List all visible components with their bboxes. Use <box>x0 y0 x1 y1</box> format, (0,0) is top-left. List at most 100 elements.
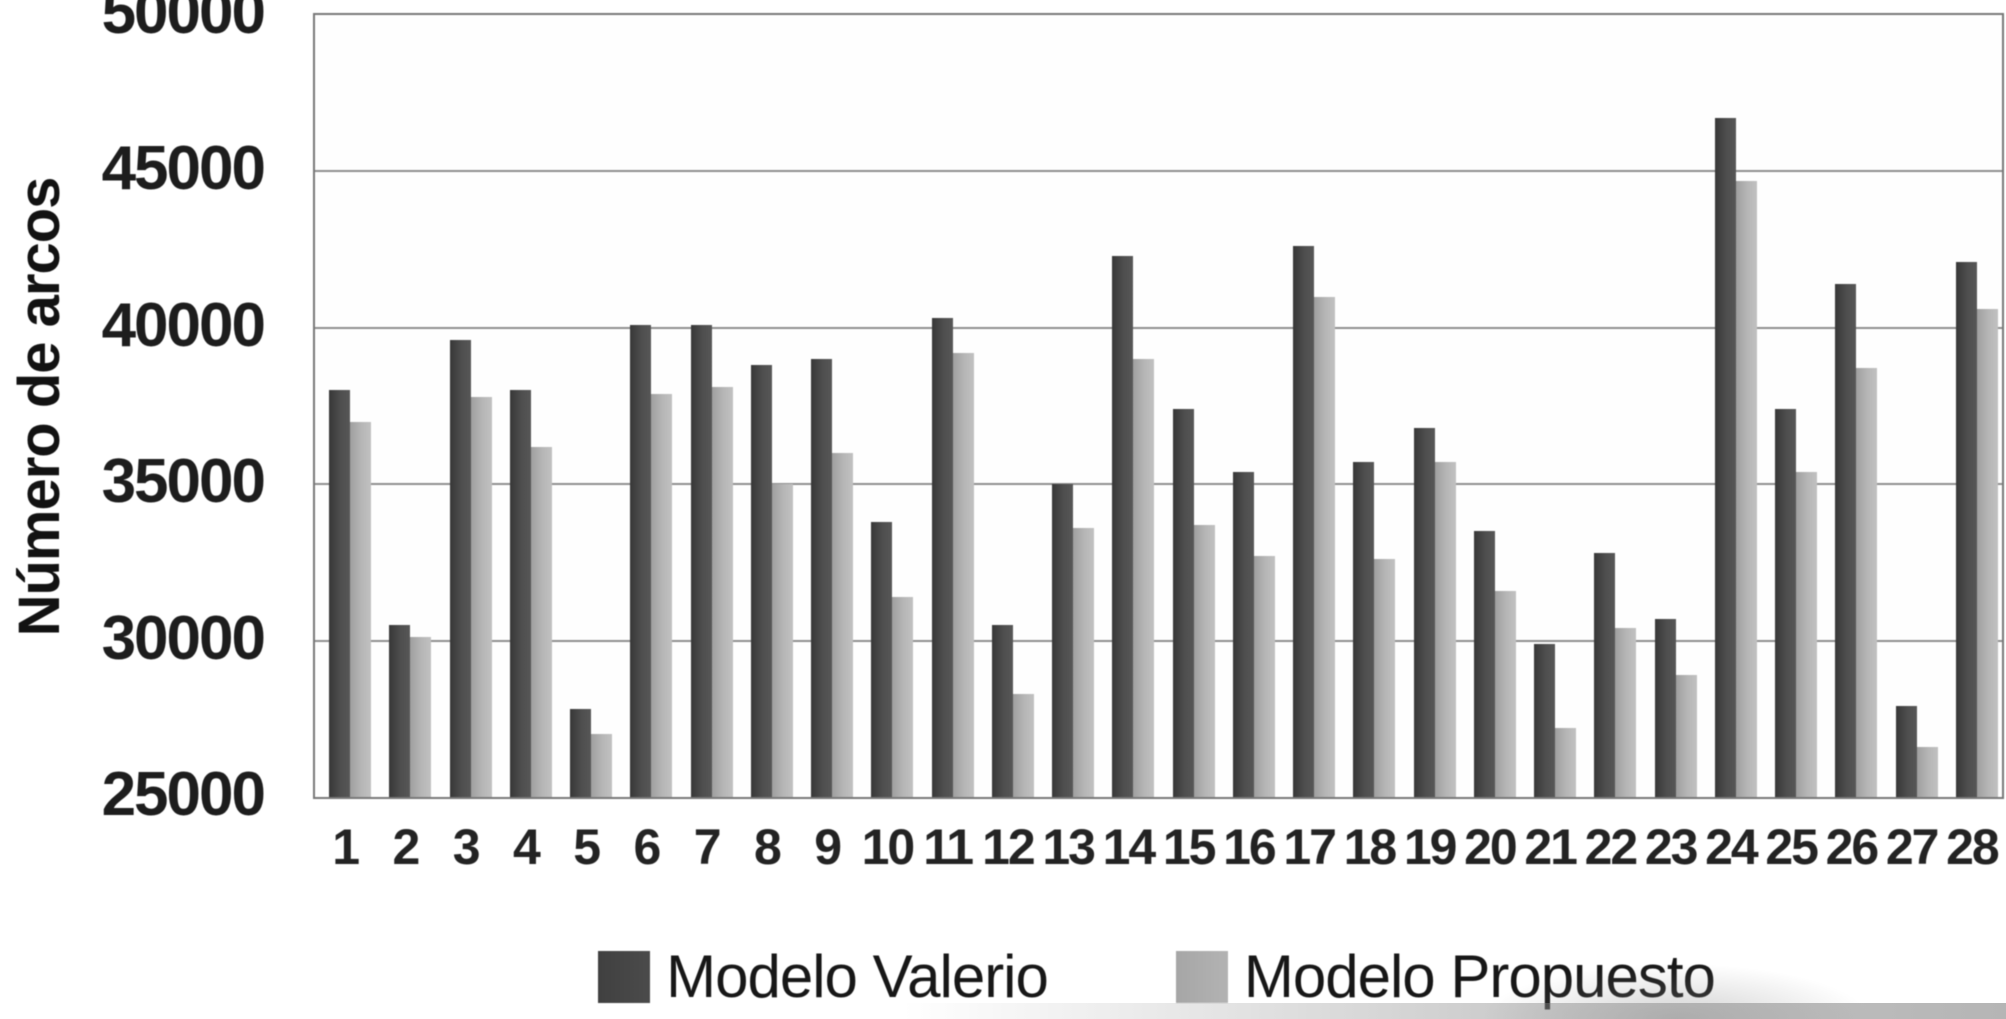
x-tick-label: 12 <box>982 819 1036 875</box>
x-tick-label: 13 <box>1042 819 1096 875</box>
x-tick-label: 1 <box>332 819 360 875</box>
y-tick-label: 45000 <box>101 134 266 204</box>
gridline <box>315 170 2002 173</box>
bar-propuesto <box>1796 471 1817 797</box>
x-tick-label: 17 <box>1283 819 1337 875</box>
bar-valerio <box>1052 484 1073 797</box>
y-axis-title: Número de arcos <box>7 177 72 637</box>
bar-valerio <box>690 324 712 797</box>
bar-propuesto <box>1073 528 1094 797</box>
legend-item-valerio: Modelo Valerio <box>598 943 1049 1010</box>
x-tick-label: 9 <box>814 819 842 875</box>
x-tick-label: 18 <box>1343 819 1398 875</box>
x-tick-label: 27 <box>1885 819 1940 875</box>
y-tick-label: 25000 <box>101 760 266 829</box>
bar-valerio <box>1232 471 1254 797</box>
x-tick-label: 6 <box>633 819 661 875</box>
bar-propuesto <box>1615 628 1637 797</box>
bar-valerio <box>1895 706 1917 797</box>
x-tick-label: 26 <box>1825 819 1880 875</box>
bar-valerio <box>871 521 893 797</box>
x-tick-label: 14 <box>1102 819 1157 875</box>
bar-propuesto <box>1976 309 1998 797</box>
bar-propuesto <box>1133 359 1155 797</box>
legend-label-valerio: Modelo Valerio <box>666 943 1049 1010</box>
bar-valerio <box>931 318 953 797</box>
bar-propuesto <box>771 484 793 797</box>
bar-propuesto <box>1555 728 1576 797</box>
bar-valerio <box>1955 262 1977 797</box>
x-tick-label: 8 <box>753 819 782 875</box>
bar-propuesto <box>952 352 974 797</box>
legend-swatch-valerio <box>598 951 651 1003</box>
bar-valerio <box>1112 255 1134 797</box>
y-tick-label: 50000 <box>101 0 266 47</box>
bar-valerio <box>1594 553 1616 797</box>
x-tick-label: 16 <box>1223 819 1277 875</box>
legend-label-propuesto: Modelo Propuesto <box>1243 943 1716 1010</box>
bar-valerio <box>1654 618 1676 797</box>
x-tick-label: 24 <box>1705 819 1759 875</box>
bar-propuesto <box>350 421 371 797</box>
x-tick-label: 7 <box>693 819 722 875</box>
x-tick-label: 19 <box>1403 819 1458 875</box>
bar-propuesto <box>1675 675 1697 797</box>
x-tick-label: 10 <box>861 819 916 875</box>
bar-propuesto <box>1494 590 1516 797</box>
bar-valerio <box>630 324 652 797</box>
x-tick-label: 20 <box>1464 819 1518 875</box>
plot-area <box>313 13 2004 799</box>
bar-valerio <box>389 624 411 797</box>
bar-valerio <box>1293 246 1314 797</box>
x-tick-label: 28 <box>1946 819 2000 875</box>
bar-valerio <box>509 390 531 797</box>
bar-propuesto <box>1434 462 1456 797</box>
x-tick-label: 15 <box>1162 819 1217 875</box>
y-tick-label: 35000 <box>101 447 266 517</box>
gridline <box>315 483 2002 486</box>
y-tick-label: 40000 <box>101 290 266 360</box>
bar-propuesto <box>1856 368 1878 797</box>
x-tick-label: 23 <box>1644 819 1699 875</box>
x-tick-label: 5 <box>573 819 601 875</box>
bar-valerio <box>1534 643 1555 797</box>
x-tick-label: 2 <box>392 819 420 875</box>
x-tick-label: 3 <box>452 819 481 875</box>
bar-propuesto <box>1314 296 1335 797</box>
bar-propuesto <box>1193 524 1215 797</box>
bar-propuesto <box>1374 559 1396 797</box>
bar-propuesto <box>470 396 492 797</box>
x-tick-label: 4 <box>512 819 541 875</box>
bar-valerio <box>991 624 1013 797</box>
legend-swatch-propuesto <box>1175 951 1228 1003</box>
bar-valerio <box>449 340 471 797</box>
bar-valerio <box>329 390 350 797</box>
bar-valerio <box>1353 462 1375 797</box>
x-tick-label: 11 <box>923 819 974 875</box>
bar-propuesto <box>711 387 733 797</box>
bar-propuesto <box>651 393 673 797</box>
x-tick-label: 21 <box>1524 819 1578 875</box>
gridline <box>315 326 2002 329</box>
bar-valerio <box>1714 118 1736 797</box>
x-tick-label: 25 <box>1765 819 1819 875</box>
bar-valerio <box>1172 409 1194 797</box>
bar-propuesto <box>832 452 853 797</box>
bar-propuesto <box>1253 556 1275 797</box>
bar-valerio <box>1473 531 1495 797</box>
bar-propuesto <box>591 734 612 797</box>
bar-valerio <box>1835 284 1857 797</box>
x-tick-label: 22 <box>1584 819 1639 875</box>
bar-propuesto <box>1735 180 1757 797</box>
bar-propuesto <box>1916 746 1938 797</box>
bar-propuesto <box>530 446 552 797</box>
bar-propuesto <box>892 596 914 797</box>
legend-item-propuesto: Modelo Propuesto <box>1175 943 1716 1010</box>
bar-propuesto <box>1012 693 1034 797</box>
legend: Modelo Valerio Modelo Propuesto <box>313 944 2000 1010</box>
bar-valerio <box>750 365 772 797</box>
bar-propuesto <box>410 637 432 797</box>
gridline <box>315 639 2002 642</box>
